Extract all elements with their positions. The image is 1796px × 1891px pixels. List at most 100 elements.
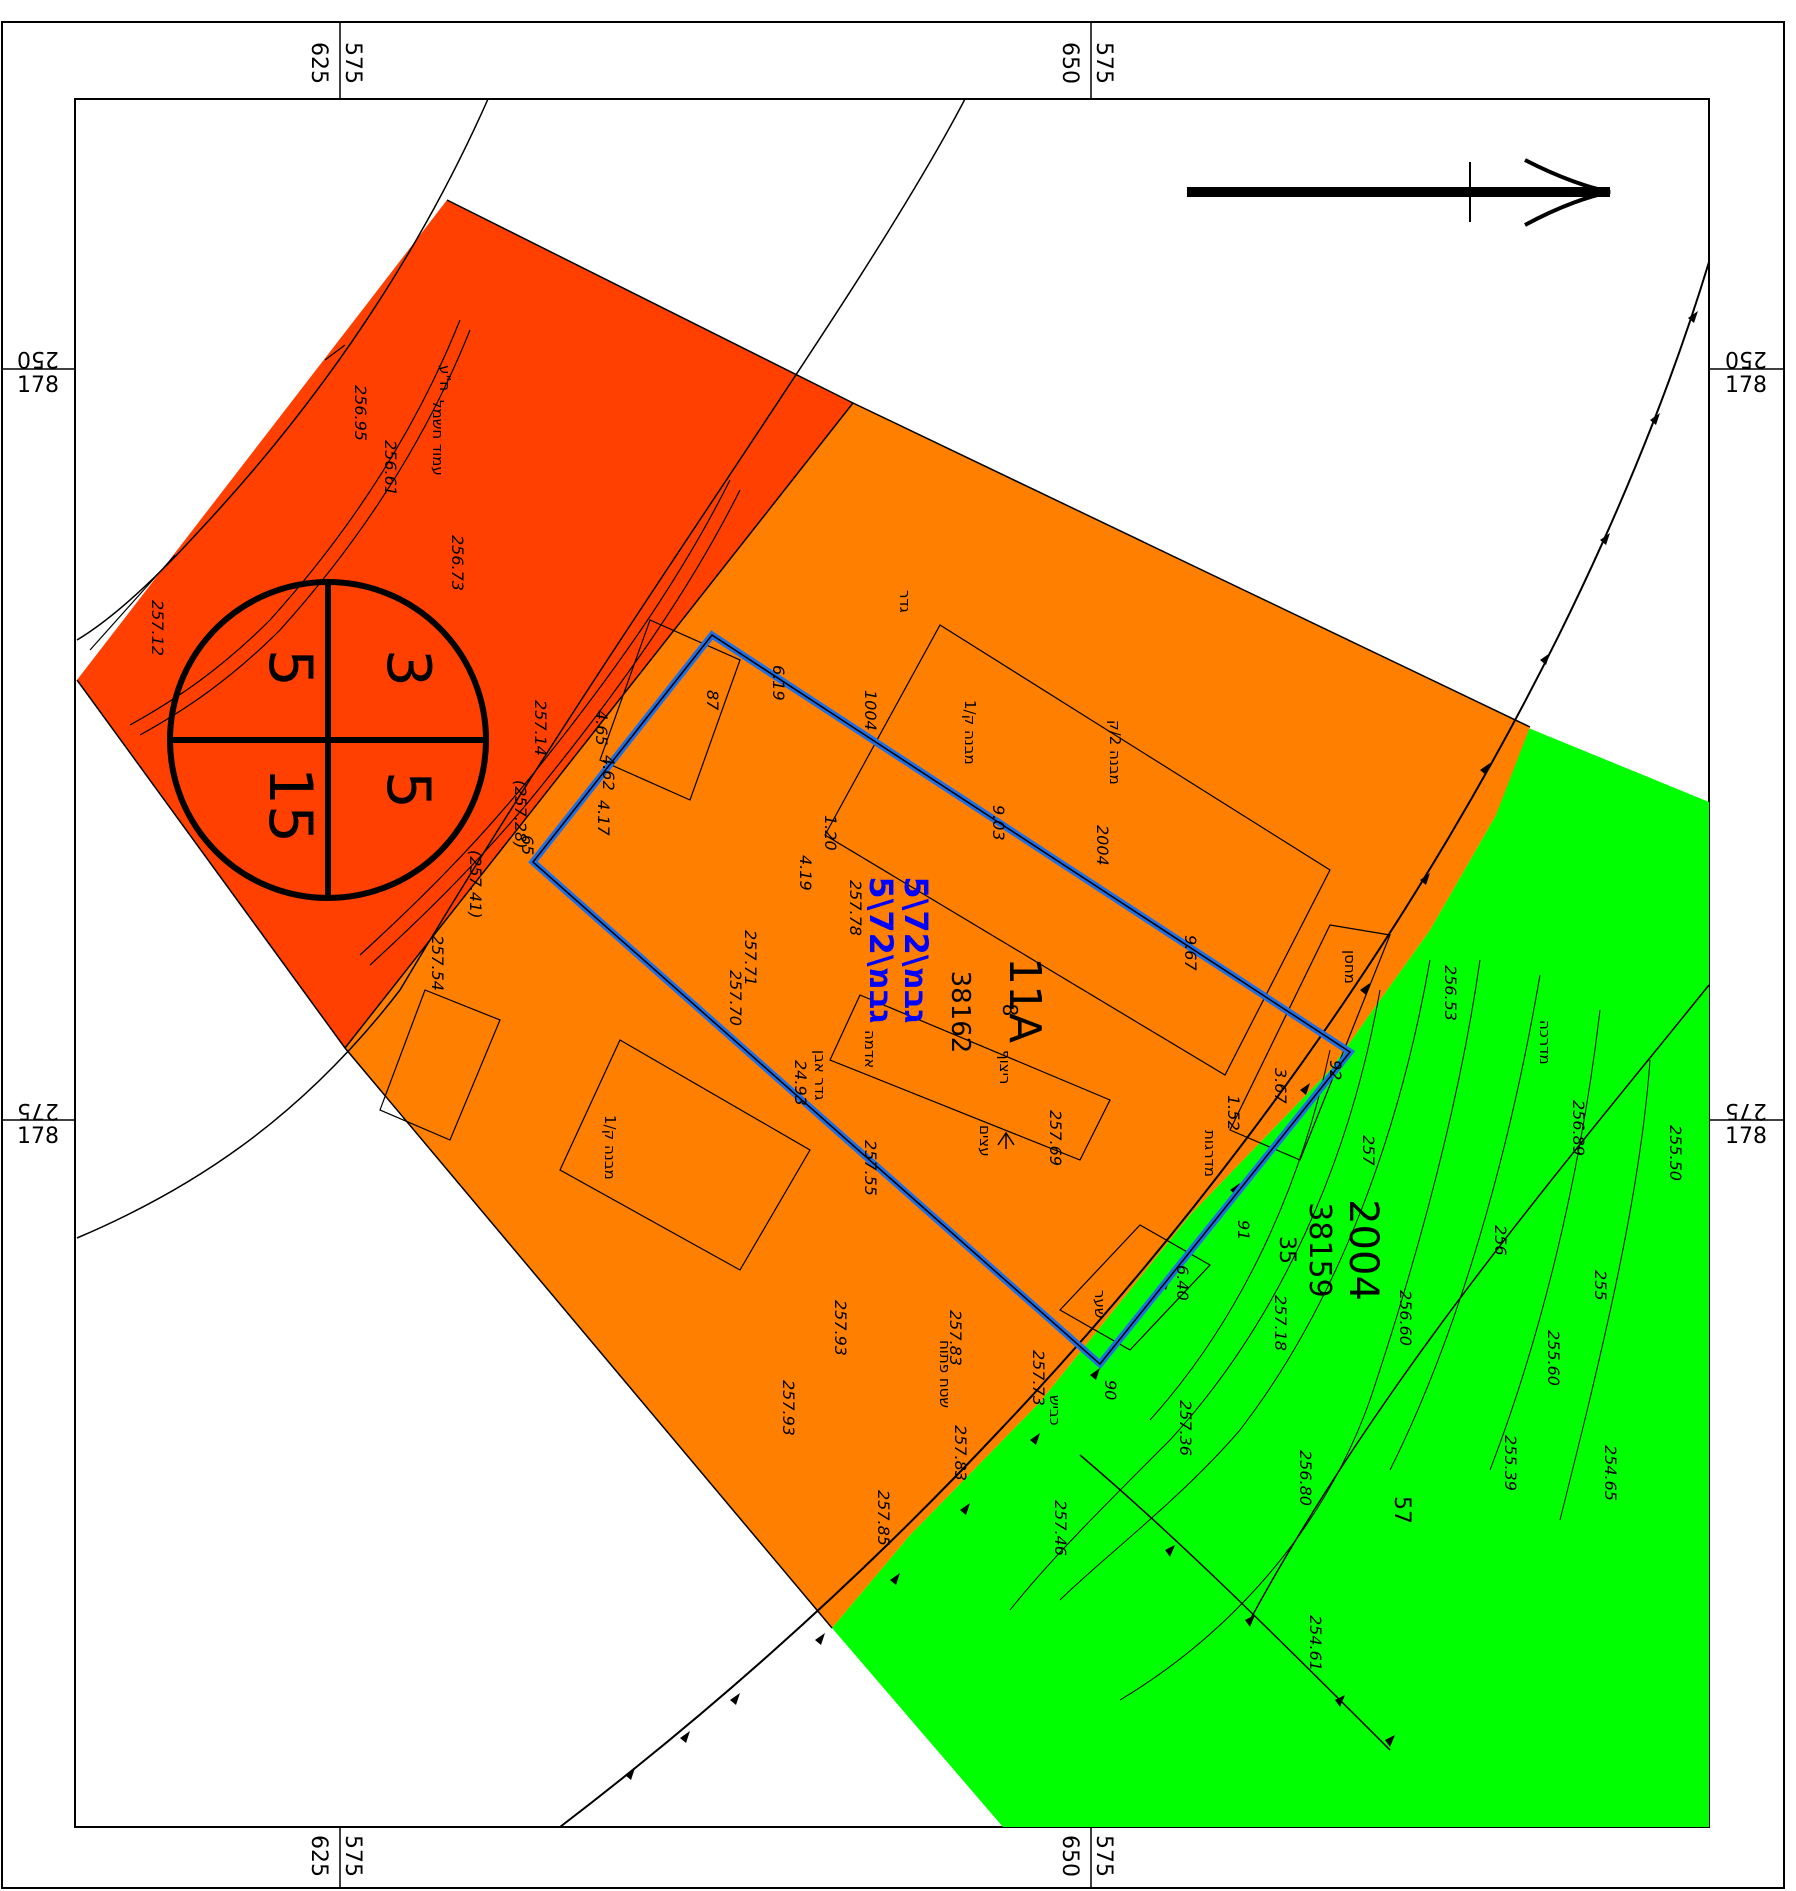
dim-label: 3.67 xyxy=(1271,1068,1290,1104)
dim-label: 4.62 xyxy=(599,755,618,791)
dim-label: 1004 xyxy=(861,690,880,731)
dim-label: 6.19 xyxy=(769,665,788,701)
elevation-point: 256.61 xyxy=(381,440,400,496)
elevation-point: 257.18 xyxy=(1271,1295,1290,1351)
dim-label: 92 xyxy=(1326,1060,1345,1080)
parcel-sub-east-2: 57 xyxy=(1389,1496,1414,1524)
grid-label: 625 xyxy=(306,42,331,84)
dim-label: 24.93 xyxy=(791,1060,810,1106)
dim-label: 4.65 xyxy=(592,710,611,746)
label-building: מבנה 2/ק xyxy=(1106,720,1124,785)
dimension-labels: 9.03 9.67 6.19 1004 2004 4.19 1.20 6.40 … xyxy=(518,665,1345,1400)
plan-ref-2: 5\גבמ\72 xyxy=(862,876,900,1023)
zoning-q2: 5 xyxy=(255,649,325,687)
road-arc-middle xyxy=(76,98,966,1239)
grid-label: 575 xyxy=(340,42,365,84)
dim-label: 65 xyxy=(518,835,537,855)
dim-label: 6.40 xyxy=(1173,1265,1192,1301)
red-zone xyxy=(77,200,853,1048)
elevation-point: 257.69 xyxy=(1046,1110,1065,1166)
elevation-point: 257.14 xyxy=(531,700,550,756)
zoning-q1: 3 xyxy=(373,649,443,687)
label-fence-2: גדר xyxy=(896,590,914,613)
elevation-labels: 257.12 256.95 256.61 256.73 257.14 (257.… xyxy=(148,385,1685,1671)
dim-label: 4.17 xyxy=(594,800,613,836)
dim-label: 1.20 xyxy=(821,815,840,851)
contour-label: 256 xyxy=(1491,1225,1510,1256)
dim-label: 4.19 xyxy=(796,855,815,891)
elevation-point: 257.73 xyxy=(1029,1350,1048,1406)
elevation-point: 255.39 xyxy=(1501,1435,1520,1491)
elevation-point: 256.73 xyxy=(448,535,467,591)
grid-label: 575 xyxy=(340,1835,365,1877)
road-arc-inner xyxy=(559,261,1710,1828)
zone-boundary-3 xyxy=(76,679,833,1629)
label-building: מבנה ק/1 xyxy=(601,1115,619,1180)
elevation-point: 257.71 xyxy=(741,930,760,986)
north-arrow-icon xyxy=(1187,158,1611,227)
hebrew-annotations: מבנה ק/1 מבנה 2/ק מבנה ק/1 גדר אבן אדמה … xyxy=(429,365,1554,1426)
grid-label: 625 xyxy=(306,1835,331,1877)
grid-right: 250 178 275 178 xyxy=(1709,346,1784,1149)
dim-label: 9.03 xyxy=(989,805,1008,841)
elevation-point: 257.46 xyxy=(1051,1500,1070,1556)
elevation-point: 255.60 xyxy=(1544,1330,1563,1386)
elevation-point: 257.55 xyxy=(861,1140,880,1196)
label-trees: עצים xyxy=(976,1125,994,1157)
elevation-point: 254.65 xyxy=(1601,1445,1620,1501)
grid-label: 178 xyxy=(1725,1124,1767,1149)
elevation-point: 257.83 xyxy=(946,1310,965,1366)
dim-label: 1.52 xyxy=(1224,1095,1243,1131)
elevation-point: (257.41) xyxy=(466,850,485,918)
label-paving: ריצוף xyxy=(996,1050,1014,1084)
label-storage: מחסן xyxy=(1341,950,1359,984)
elevation-point: 257.70 xyxy=(726,970,745,1026)
elevation-point: 256.80 xyxy=(1296,1450,1315,1506)
label-stairs: מדרגות xyxy=(1201,1130,1219,1177)
zoning-q4: 15 xyxy=(255,767,325,843)
grid-top: 625 575 650 575 xyxy=(306,22,1116,99)
label-pole: עמוד חשמל xyxy=(429,400,447,476)
dim-label: 90 xyxy=(1101,1380,1120,1400)
elevation-point: 257.36 xyxy=(1176,1400,1195,1456)
elevation-point: 257.93 xyxy=(779,1380,798,1436)
elevation-point: 257.78 xyxy=(846,880,865,936)
dim-label: 9.67 xyxy=(1181,935,1200,971)
dim-label: 91 xyxy=(1234,1220,1253,1240)
dim-label: 87 xyxy=(703,690,722,711)
grid-bottom: 625 575 650 575 xyxy=(306,1827,1116,1888)
plot-boundary-inner xyxy=(531,633,1352,1366)
label-pole-2: ח"ע xyxy=(436,365,454,391)
line-east xyxy=(1249,984,1710,1621)
sheet-border xyxy=(1,21,1785,1889)
elevation-point: 256.95 xyxy=(351,385,370,441)
elevation-point: 256.60 xyxy=(1396,1290,1415,1346)
grid-label: 178 xyxy=(17,373,59,398)
green-zone xyxy=(832,727,1709,1827)
grid-label: 275 xyxy=(1725,1098,1767,1123)
road-arc-outer xyxy=(76,98,489,641)
elevation-point: 257.93 xyxy=(831,1300,850,1356)
road-edge-markers xyxy=(625,311,1698,1780)
label-road: כביש xyxy=(1046,1395,1064,1426)
contour-lines xyxy=(1009,959,1651,1701)
label-soil: אדמה xyxy=(861,1030,879,1068)
grid-label: 575 xyxy=(1091,42,1116,84)
parcel-block-east: 38159 xyxy=(1302,1202,1337,1297)
parcel-id-main: 11A xyxy=(999,957,1050,1043)
grid-label: 650 xyxy=(1057,1835,1082,1877)
grid-label: 650 xyxy=(1057,42,1082,84)
contour-label: 257 xyxy=(1359,1135,1378,1166)
label-sidewalk: מדרכה xyxy=(1536,1020,1554,1065)
grid-label: 178 xyxy=(17,1124,59,1149)
fence-lines xyxy=(89,319,741,966)
elevation-point: 257.83 xyxy=(951,1425,970,1481)
elevation-point: 256.53 xyxy=(1441,965,1460,1021)
zoning-circle: 3 5 5 15 xyxy=(167,579,489,901)
label-open-area: שטח פתוח xyxy=(936,1340,954,1408)
label-gate: שער xyxy=(1091,1290,1109,1318)
tree-icon xyxy=(997,1131,1015,1149)
grid-label: 250 xyxy=(17,346,59,371)
label-building: מבנה ק/1 xyxy=(961,700,979,765)
elevation-point: 255.50 xyxy=(1666,1125,1685,1181)
